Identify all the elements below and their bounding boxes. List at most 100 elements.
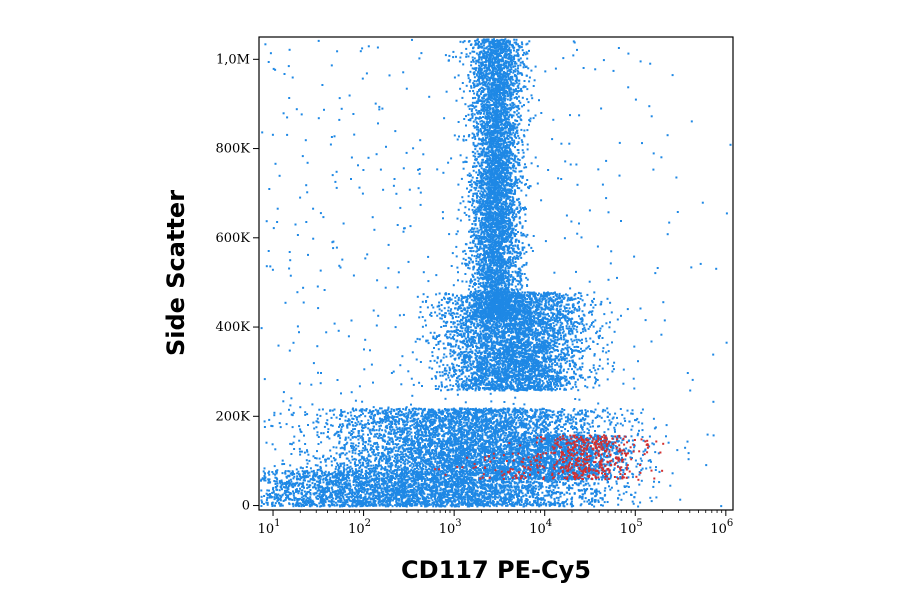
- data-point: [509, 171, 512, 174]
- data-point: [516, 187, 519, 189]
- data-point: [505, 291, 508, 294]
- data-point: [476, 182, 479, 185]
- data-point: [514, 127, 517, 130]
- data-point: [473, 181, 476, 184]
- data-point: [484, 287, 486, 290]
- data-point: [456, 138, 459, 141]
- data-point: [512, 264, 515, 267]
- data-point: [504, 145, 507, 147]
- data-point: [524, 183, 526, 186]
- data-point: [467, 135, 470, 138]
- data-point: [468, 134, 471, 136]
- data-point: [488, 57, 490, 60]
- data-point: [486, 225, 488, 228]
- data-point: [505, 225, 507, 228]
- data-point: [503, 263, 506, 265]
- data-point: [489, 161, 492, 164]
- data-point: [472, 120, 475, 123]
- data-point: [489, 151, 492, 153]
- data-point: [506, 72, 508, 75]
- data-point: [525, 166, 528, 169]
- data-point: [499, 246, 502, 249]
- data-point: [475, 262, 478, 265]
- data-point: [492, 275, 494, 278]
- data-point: [516, 109, 519, 112]
- data-point: [506, 233, 509, 236]
- data-point: [464, 316, 467, 319]
- data-point: [502, 81, 505, 84]
- data-point: [526, 98, 529, 101]
- data-point: [528, 244, 531, 247]
- data-point: [499, 41, 502, 44]
- data-point: [486, 271, 489, 274]
- data-point: [519, 274, 522, 277]
- data-point: [478, 82, 481, 85]
- data-point: [486, 101, 488, 104]
- data-point: [493, 196, 496, 199]
- data-point: [483, 55, 486, 58]
- data-point: [512, 88, 515, 91]
- data-point: [482, 73, 485, 76]
- data-point: [478, 89, 481, 92]
- data-point: [520, 46, 523, 49]
- data-point: [528, 187, 530, 190]
- data-point: [521, 247, 524, 250]
- data-point: [489, 104, 492, 107]
- data-point: [514, 229, 517, 232]
- data-point: [521, 226, 524, 229]
- data-point: [484, 221, 487, 224]
- data-point: [488, 248, 491, 251]
- data-point: [492, 264, 495, 267]
- data-point: [492, 160, 495, 163]
- data-point: [468, 208, 471, 211]
- data-point: [506, 174, 509, 177]
- data-point: [484, 273, 487, 276]
- data-point: [519, 57, 522, 60]
- data-point: [495, 166, 497, 169]
- data-point: [513, 57, 516, 60]
- data-point: [486, 188, 489, 191]
- data-point: [517, 58, 520, 61]
- data-point: [479, 179, 482, 182]
- data-point: [507, 115, 510, 118]
- data-point: [517, 255, 520, 258]
- data-point: [475, 255, 478, 257]
- data-point: [508, 236, 511, 239]
- data-point: [475, 145, 478, 148]
- data-point: [477, 68, 480, 71]
- data-point: [467, 195, 470, 198]
- data-point: [511, 252, 514, 255]
- data-point: [510, 192, 513, 195]
- data-point: [465, 115, 467, 118]
- data-point: [483, 188, 486, 191]
- data-point: [479, 112, 482, 115]
- data-point: [517, 248, 520, 251]
- data-point: [504, 60, 507, 63]
- data-point: [472, 250, 475, 253]
- data-point: [506, 98, 509, 101]
- data-point: [487, 273, 490, 276]
- data-point: [507, 220, 510, 222]
- data-point: [514, 176, 517, 179]
- data-point: [474, 152, 477, 155]
- data-point: [485, 46, 488, 49]
- data-point: [478, 74, 481, 77]
- data-point: [512, 144, 514, 147]
- data-point: [521, 49, 524, 52]
- data-point: [478, 196, 481, 199]
- data-point: [497, 183, 500, 186]
- data-point: [477, 152, 480, 155]
- data-point: [497, 236, 500, 239]
- data-point: [480, 219, 483, 222]
- data-point: [468, 215, 471, 218]
- data-point: [486, 85, 489, 88]
- data-point: [515, 81, 518, 84]
- data-point: [467, 74, 470, 77]
- data-point: [498, 77, 501, 80]
- data-point: [488, 62, 491, 65]
- data-point: [508, 72, 511, 75]
- data-point: [483, 253, 486, 256]
- data-point: [525, 51, 528, 54]
- data-point: [477, 286, 480, 289]
- data-point: [518, 162, 521, 164]
